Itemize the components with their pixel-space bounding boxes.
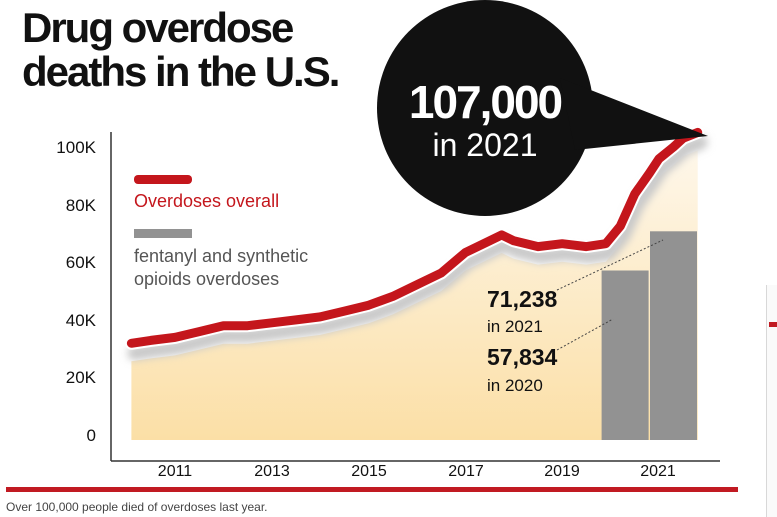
y-tick-label: 20K — [66, 368, 97, 387]
callout-value: 107,000 — [409, 76, 562, 128]
x-tick-labels: 2011 2013 2015 2017 2019 2021 — [158, 463, 676, 480]
y-tick-label: 0 — [87, 426, 96, 445]
annotation-value-2020: 57,834 — [487, 344, 558, 370]
y-tick-label: 80K — [66, 196, 97, 215]
y-tick-label: 100K — [56, 138, 96, 157]
callout-sub: in 2021 — [433, 127, 538, 163]
x-tick-label: 2021 — [640, 463, 676, 480]
caption-divider — [6, 487, 738, 492]
title-line-1: Drug overdose — [22, 4, 294, 51]
x-tick-label: 2017 — [448, 463, 484, 480]
x-tick-label: 2011 — [158, 463, 193, 480]
overall-area-fill — [131, 150, 698, 440]
leader-line-2020 — [556, 318, 614, 351]
leader-line-2021 — [556, 239, 664, 291]
y-tick-label: 40K — [66, 311, 97, 330]
callout-bubble: 107,000 in 2021 — [377, 0, 708, 216]
fentanyl-bar-2020 — [601, 270, 649, 440]
fentanyl-bar-2021 — [650, 231, 697, 440]
legend-swatch-fentanyl — [134, 229, 192, 238]
side-panel-accent — [769, 322, 777, 327]
y-tick-labels: 0 20K 40K 60K 80K 100K — [56, 138, 96, 445]
legend-label-overall: Overdoses overall — [134, 191, 279, 211]
x-tick-label: 2019 — [544, 463, 580, 480]
annotation-value-2021: 71,238 — [487, 286, 558, 312]
x-tick-label: 2015 — [351, 463, 387, 480]
y-tick-label: 60K — [66, 253, 97, 272]
chart-title: Drug overdose deaths in the U.S. — [22, 4, 340, 95]
overall-line-glow — [127, 135, 708, 361]
title-line-2: deaths in the U.S. — [22, 48, 340, 95]
annotation-sub-2020: in 2020 — [487, 376, 543, 395]
legend-label-fentanyl: fentanyl and synthetic opioids overdoses — [134, 246, 313, 289]
overall-line — [126, 127, 703, 348]
image-caption: Over 100,000 people died of overdoses la… — [6, 500, 268, 514]
legend-swatch-overall — [134, 175, 192, 184]
x-tick-label: 2013 — [254, 463, 290, 480]
annotation-sub-2021: in 2021 — [487, 317, 543, 336]
side-panel-edge — [766, 285, 777, 517]
